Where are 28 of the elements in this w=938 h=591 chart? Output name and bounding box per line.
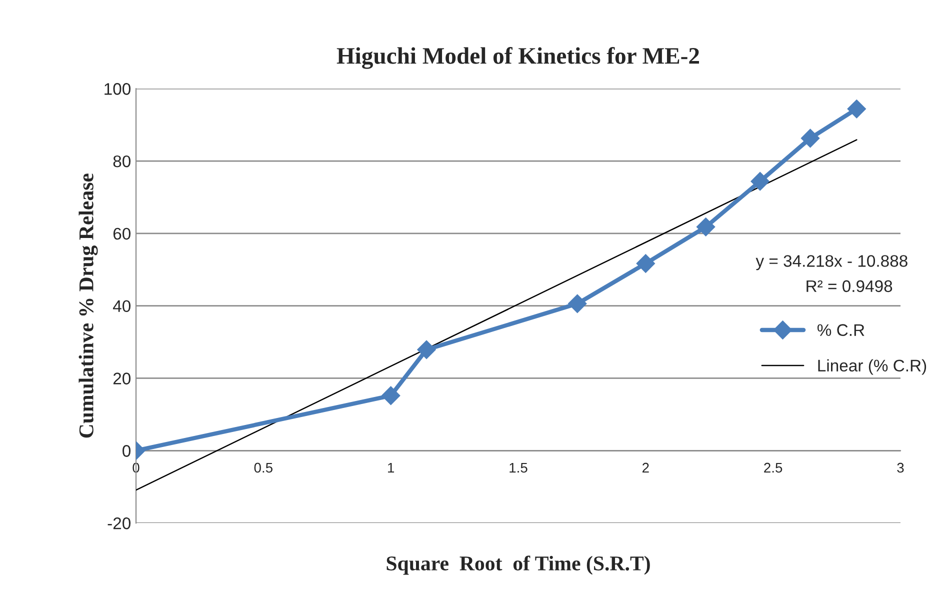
annotation: y = 34.218x - 10.888 <box>756 255 908 270</box>
annotation: R² = 0.9498 <box>806 280 892 292</box>
y-tick-label: 0 <box>122 445 130 457</box>
point <box>847 100 866 118</box>
y-tick-label: 80 <box>113 155 130 168</box>
point <box>636 254 656 273</box>
x-tick-label: 1 <box>388 462 394 473</box>
point <box>417 340 436 359</box>
x-tick-label: 3 <box>897 462 904 473</box>
x-tick-label: 2 <box>642 462 649 473</box>
x-tick-label: 2.5 <box>764 462 782 473</box>
y-tick-label: -20 <box>108 517 130 530</box>
x-tick-label: 0.5 <box>254 462 272 473</box>
y-tick-label: 20 <box>113 372 130 384</box>
legend-label: % C.R <box>817 324 864 336</box>
point <box>800 128 820 148</box>
point <box>568 294 587 314</box>
y-tick-label: 40 <box>112 300 130 312</box>
point <box>750 172 770 191</box>
x-tick-label: 1.5 <box>510 462 528 473</box>
chart-title: Higuchi Model of Kinetics for ME-2 <box>336 47 699 69</box>
legend-label: Linear (% C.R) <box>818 359 926 375</box>
point <box>381 386 400 405</box>
y-tick-label: 100 <box>104 83 130 95</box>
point <box>696 218 716 236</box>
x-axis-title: Square Root of Time (S.R.T) <box>386 556 650 575</box>
y-tick-label: 60 <box>113 228 130 240</box>
y-axis-title: Cumulatinve % Drug Release <box>78 174 98 438</box>
